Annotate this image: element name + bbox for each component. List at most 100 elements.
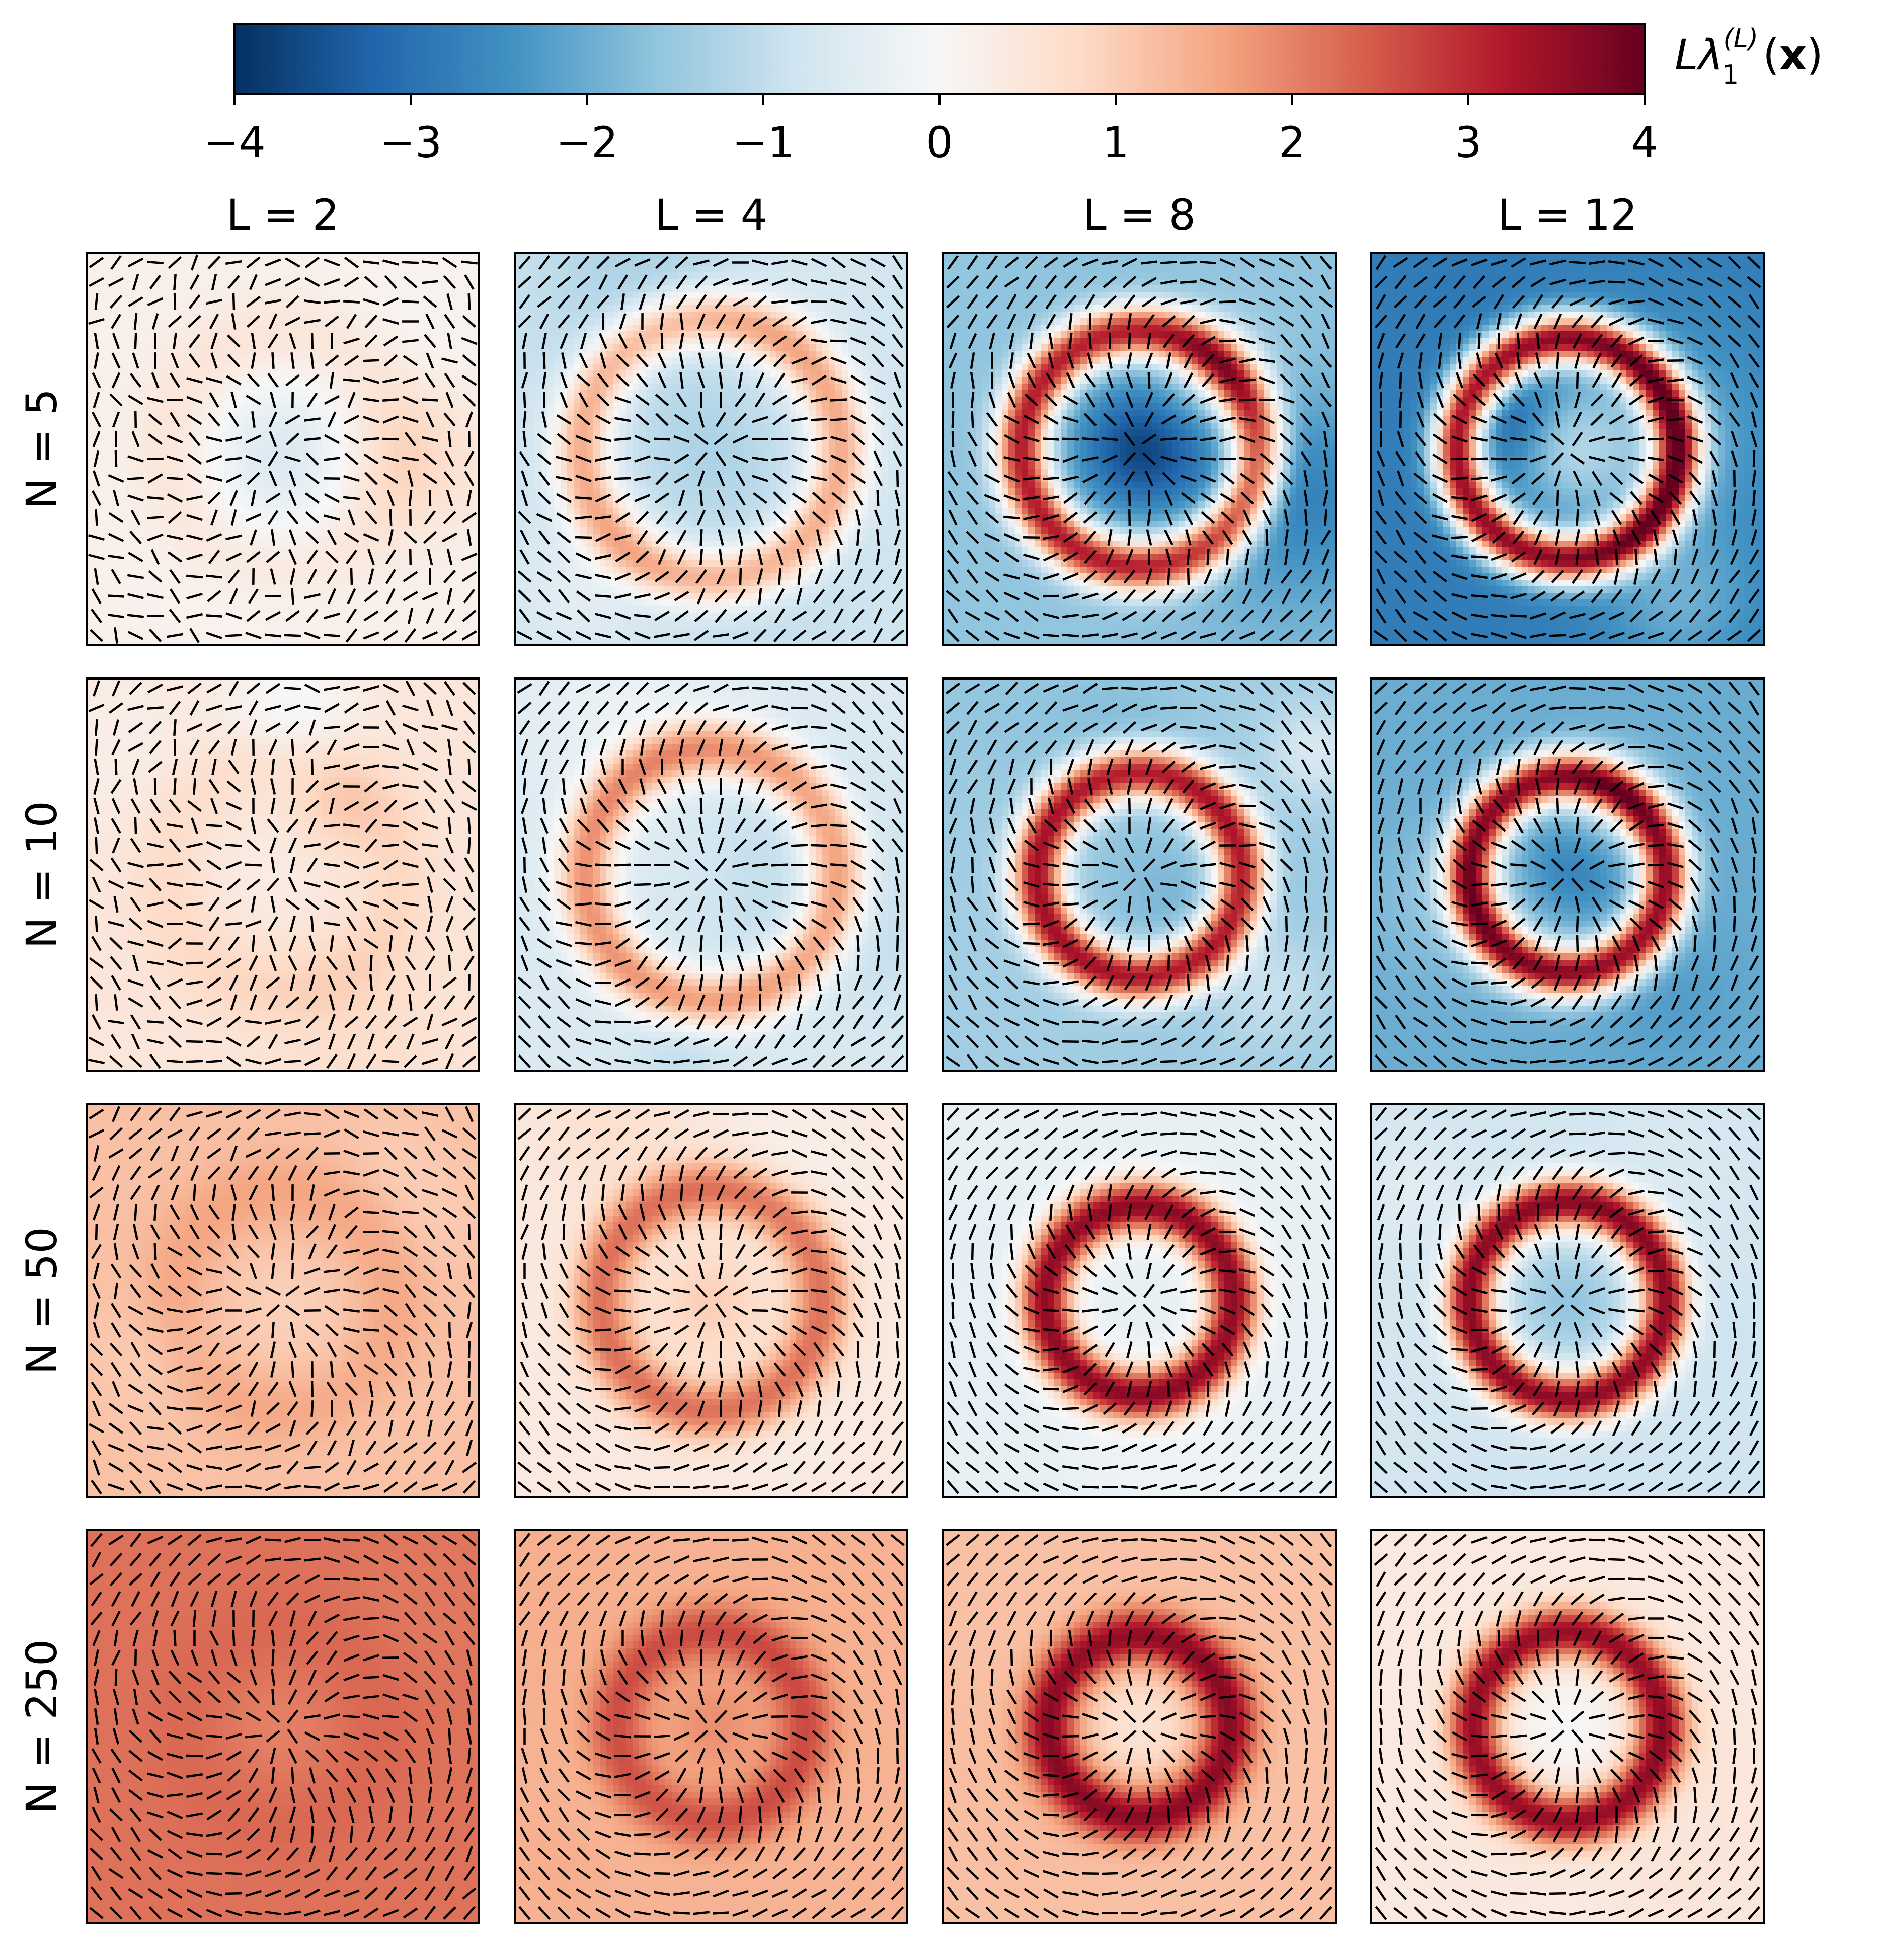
- heat-cell: [289, 370, 296, 378]
- heat-cell: [453, 351, 460, 358]
- heat-cell: [244, 377, 251, 384]
- heat-cell: [329, 305, 336, 312]
- heat-cell: [100, 416, 107, 423]
- heat-cell: [217, 521, 224, 528]
- heat-cell: [224, 253, 231, 260]
- heat-cell: [165, 403, 172, 410]
- heat-cell: [217, 364, 224, 371]
- heat-cell: [224, 325, 231, 332]
- heat-cell: [270, 272, 277, 279]
- heat-cell: [178, 514, 185, 521]
- heat-cell: [198, 298, 205, 306]
- heat-cell: [453, 541, 460, 548]
- heat-cell: [185, 606, 192, 613]
- heat-cell: [224, 442, 231, 449]
- heat-cell: [87, 357, 94, 364]
- heat-cell: [433, 416, 440, 423]
- heat-cell: [244, 357, 251, 364]
- heat-cell: [126, 586, 133, 593]
- heat-cell: [381, 423, 388, 430]
- heat-cell: [342, 606, 349, 613]
- heat-cell: [705, 318, 712, 325]
- heat-cell: [770, 312, 777, 319]
- heat-cell: [737, 272, 744, 279]
- heat-cell: [185, 390, 192, 397]
- heat-cell: [829, 272, 836, 279]
- heat-cell: [711, 344, 718, 351]
- heat-cell: [145, 501, 152, 508]
- heat-cell: [374, 292, 381, 299]
- heat-cell: [126, 272, 133, 279]
- heat-cell: [119, 495, 126, 502]
- heat-cell: [368, 384, 375, 391]
- heat-cell: [619, 253, 627, 260]
- heat-cell: [139, 567, 146, 574]
- heat-cell: [119, 305, 126, 312]
- heat-cell: [414, 495, 421, 502]
- heat-cell: [401, 285, 408, 292]
- heat-cell: [433, 272, 440, 279]
- heat-cell: [276, 325, 283, 332]
- heat-cell: [420, 364, 427, 371]
- heat-cell: [87, 416, 94, 423]
- heat-cell: [335, 364, 342, 371]
- heat-cell: [652, 272, 659, 279]
- director-segment: [363, 438, 379, 440]
- heat-cell: [276, 475, 283, 482]
- heat-cell: [783, 325, 790, 332]
- heat-cell: [178, 482, 185, 489]
- heat-cell: [652, 325, 659, 332]
- heat-cell: [276, 521, 283, 528]
- director-segment: [284, 635, 301, 636]
- heat-cell: [368, 305, 375, 312]
- heat-cell: [374, 442, 381, 449]
- heat-cell: [106, 462, 113, 469]
- heat-cell: [528, 279, 535, 286]
- heat-cell: [113, 469, 120, 476]
- heat-cell: [224, 521, 231, 528]
- heat-cell: [440, 606, 447, 613]
- heat-cell: [178, 370, 185, 378]
- heat-cell: [401, 410, 408, 417]
- heat-cell: [394, 495, 401, 502]
- heat-cell: [250, 403, 257, 410]
- heat-cell: [224, 567, 231, 574]
- heat-cell: [685, 312, 692, 319]
- heat-cell: [139, 547, 146, 554]
- heat-cell: [276, 514, 283, 521]
- heat-cell: [459, 384, 466, 391]
- heat-cell: [139, 279, 146, 286]
- heat-cell: [276, 626, 283, 633]
- heat-cell: [296, 305, 303, 312]
- heat-cell: [257, 560, 264, 567]
- heat-cell: [119, 410, 126, 417]
- heat-cell: [296, 436, 303, 443]
- heat-cell: [316, 527, 323, 535]
- heat-cell: [361, 442, 368, 449]
- heat-cell: [185, 266, 192, 273]
- heat-cell: [440, 285, 447, 292]
- panel-grid: [87, 253, 1764, 1923]
- heat-cell: [342, 390, 349, 397]
- heat-cell: [139, 312, 146, 319]
- heat-cell: [263, 482, 270, 489]
- heat-cell: [302, 586, 309, 593]
- heat-cell: [678, 266, 685, 273]
- heat-cell: [257, 449, 264, 456]
- heat-cell: [159, 567, 166, 574]
- heat-cell: [711, 292, 718, 299]
- heat-cell: [198, 541, 205, 548]
- heat-cell: [593, 312, 600, 319]
- heat-cell: [875, 272, 882, 279]
- heat-cell: [165, 384, 172, 391]
- heat-cell: [126, 599, 133, 607]
- heat-cell: [355, 449, 362, 456]
- heat-cell: [198, 580, 205, 587]
- heat-cell: [374, 351, 381, 358]
- heat-cell: [335, 416, 342, 423]
- heat-cell: [204, 462, 211, 469]
- heat-cell: [165, 279, 172, 286]
- heat-cell: [244, 272, 251, 279]
- colorbar-tick-label: −1: [732, 118, 795, 167]
- heat-cell: [224, 541, 231, 548]
